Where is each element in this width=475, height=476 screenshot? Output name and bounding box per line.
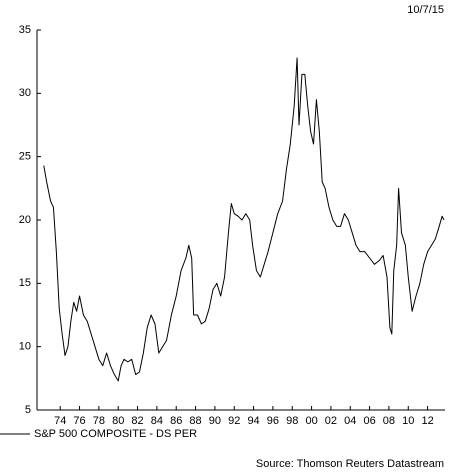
x-tick-label: 82 [131,415,143,427]
data-line [43,57,445,382]
y-tick-label: 20 [19,214,31,226]
x-tick-label: 06 [363,415,375,427]
y-tick-label: 5 [25,404,31,416]
x-tick-label: 00 [305,415,317,427]
y-tick-label: 15 [19,277,31,289]
x-tick-label: 12 [421,415,433,427]
x-tick-label: 08 [383,415,395,427]
x-tick-label: 98 [286,415,298,427]
y-tick-label: 30 [19,87,31,99]
x-tick-label: 74 [54,415,66,427]
x-tick-label: 86 [170,415,182,427]
x-tick-label: 84 [151,415,163,427]
chart-date: 10/7/15 [407,4,444,16]
x-tick-label: 04 [344,415,356,427]
x-tick-label: 10 [402,415,414,427]
x-tick-label: 96 [267,415,279,427]
x-tick-label: 88 [189,415,201,427]
x-tick-label: 78 [93,415,105,427]
y-tick-label: 25 [19,151,31,163]
y-tick-label: 10 [19,341,31,353]
x-tick-label: 80 [112,415,124,427]
x-tick-label: 76 [73,415,85,427]
x-tick-label: 92 [228,415,240,427]
x-tick-label: 02 [325,415,337,427]
x-tick-label: 90 [209,415,221,427]
source-note: Source: Thomson Reuters Datastream [256,458,444,470]
x-tick-label: 94 [247,415,259,427]
y-tick-label: 35 [19,24,31,36]
legend-label: S&P 500 COMPOSITE - DS PER [34,428,197,440]
